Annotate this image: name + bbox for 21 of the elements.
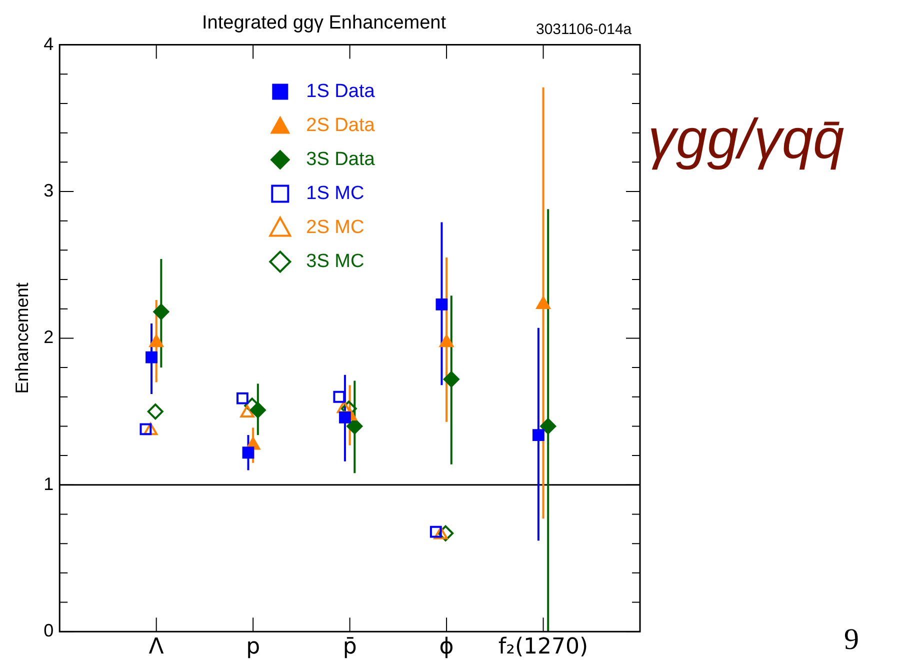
legend-label: 1S Data	[306, 80, 376, 102]
y-tick-label: 1	[44, 474, 54, 494]
legend-label: 1S MC	[306, 182, 364, 204]
text: γgg/γqq̄	[648, 107, 844, 170]
text: 9	[844, 623, 859, 656]
y-tick-label: 4	[44, 34, 54, 54]
chart-title: Integrated ggγ Enhancement	[202, 12, 447, 34]
y-axis-title: Enhancement	[12, 282, 32, 394]
y-tick-label: 0	[44, 620, 54, 641]
x-tick-label: ϕ	[439, 634, 454, 660]
legend-label: 2S MC	[306, 216, 364, 238]
legend-label: 3S Data	[306, 148, 376, 170]
y-tick-label: 3	[44, 180, 54, 200]
y-tick-label: 2	[44, 327, 54, 348]
legend-label: 2S Data	[306, 114, 376, 136]
x-tick-label: p	[246, 634, 260, 660]
x-tick-label: Λ	[148, 634, 164, 660]
text: 3031106-014a	[536, 21, 632, 38]
x-tick-label: p̄	[342, 634, 357, 660]
x-tick-label: f₂(1270)	[498, 634, 588, 660]
legend-label: 3S MC	[306, 250, 364, 272]
